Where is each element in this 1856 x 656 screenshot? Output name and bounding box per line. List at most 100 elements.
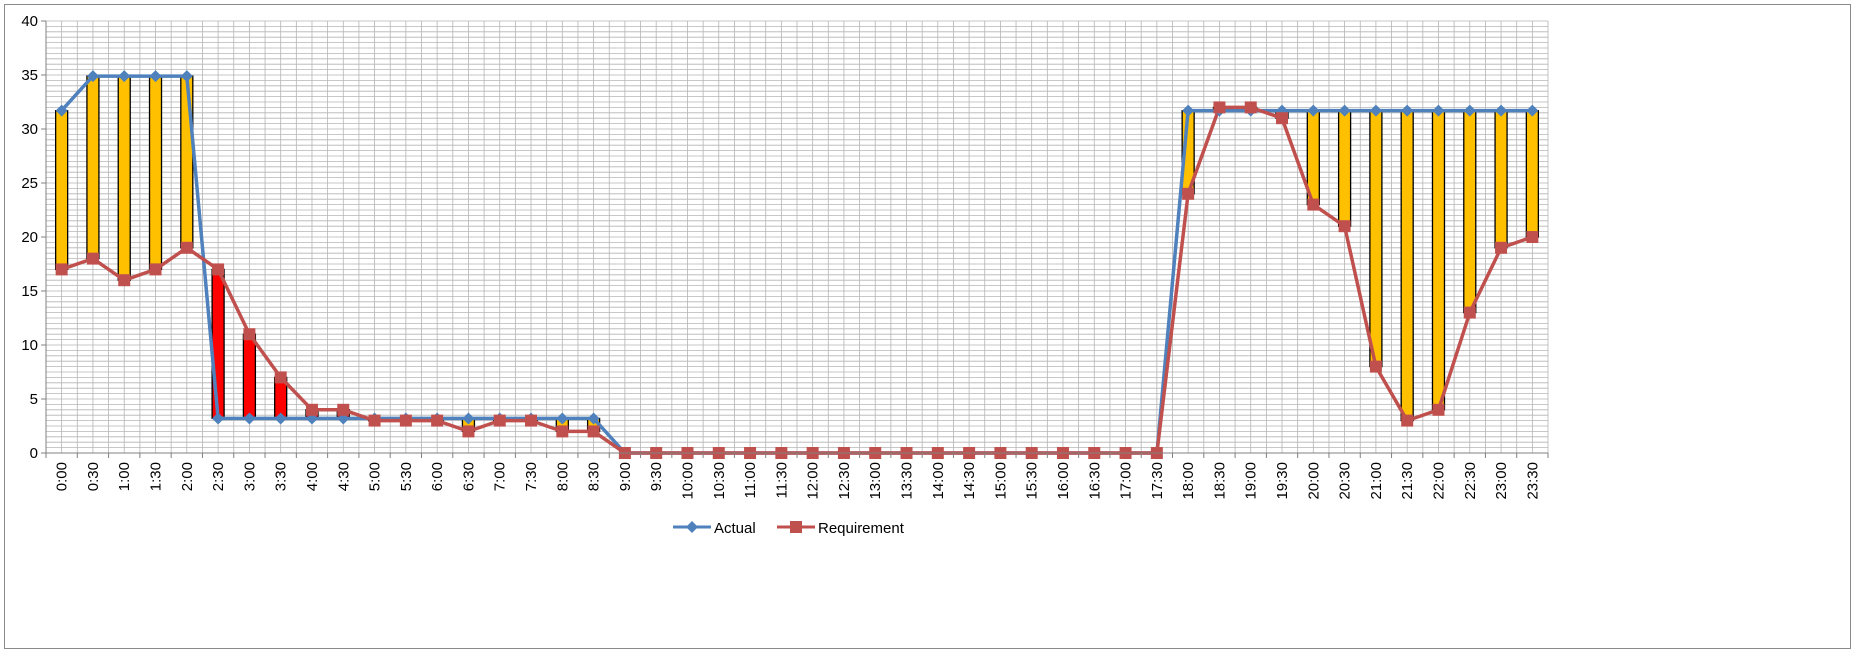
x-tick-label: 2:00 — [179, 462, 196, 491]
x-tick-label: 22:00 — [1430, 462, 1447, 500]
x-tick-label: 8:30 — [586, 462, 603, 491]
requirement-point — [1463, 306, 1476, 319]
legend: Actual Requirement — [673, 520, 905, 537]
requirement-point — [525, 414, 538, 427]
x-tick-label: 19:00 — [1243, 462, 1260, 500]
surplus-bar — [86, 75, 100, 260]
requirement-point — [212, 263, 225, 276]
x-tick-label: 18:30 — [1211, 462, 1228, 500]
y-tick-label: 20 — [21, 229, 38, 246]
x-tick-label: 15:00 — [992, 462, 1009, 500]
x-tick-label: 19:30 — [1274, 462, 1291, 500]
requirement-point — [1213, 101, 1226, 114]
actual-point — [1495, 104, 1508, 117]
y-tick-label: 30 — [21, 121, 38, 138]
actual-point — [1432, 104, 1445, 117]
actual-point — [1307, 104, 1320, 117]
x-tick-label: 2:30 — [210, 462, 227, 491]
requirement-point — [1526, 231, 1539, 243]
y-tick-label: 40 — [21, 13, 38, 30]
x-tick-label: 5:30 — [398, 462, 415, 491]
x-tick-label: 3:30 — [273, 462, 290, 491]
requirement-point — [1244, 101, 1257, 114]
requirement-point — [1401, 414, 1414, 427]
x-tick-label: 10:30 — [711, 462, 728, 500]
surplus-bar — [1431, 109, 1446, 411]
x-tick-label: 14:00 — [930, 462, 947, 500]
actual-point — [180, 70, 193, 83]
surplus-bar — [1463, 109, 1477, 314]
x-tick-label: 17:30 — [1149, 462, 1166, 500]
requirement-point — [1276, 112, 1289, 125]
x-tick-label: 12:30 — [836, 462, 853, 500]
y-tick-label: 0 — [30, 445, 38, 462]
surplus-bar — [1337, 109, 1352, 227]
x-tick-label: 6:00 — [429, 462, 446, 491]
actual-point — [1463, 104, 1476, 117]
x-tick-label: 9:30 — [648, 462, 665, 491]
x-tick-label: 8:00 — [554, 462, 571, 491]
x-tick-label: 13:00 — [867, 462, 884, 500]
x-tick-label: 0:00 — [54, 462, 71, 491]
surplus-bar — [54, 109, 69, 271]
requirement-point — [556, 425, 569, 438]
actual-point — [118, 70, 131, 83]
requirement-point — [1338, 220, 1351, 233]
actual-point — [1369, 104, 1382, 117]
requirement-point — [1495, 241, 1508, 254]
actual-point — [86, 70, 99, 83]
surplus-bar — [1494, 109, 1508, 249]
x-tick-label: 3:00 — [241, 462, 258, 491]
requirement-point — [587, 425, 600, 438]
requirement-point — [1369, 360, 1382, 373]
x-tick-label: 14:30 — [961, 462, 978, 500]
axes — [41, 20, 1549, 458]
actual-point — [462, 412, 475, 425]
requirement-point — [337, 403, 350, 416]
requirement-point — [180, 241, 193, 254]
legend-label-actual: Actual — [714, 520, 756, 537]
actual-point — [212, 412, 225, 425]
requirement-point — [1182, 187, 1195, 200]
x-tick-label: 7:00 — [492, 462, 509, 491]
x-tick-label: 11:30 — [773, 462, 790, 498]
x-tick-label: 13:30 — [899, 462, 916, 500]
x-tick-label: 1:00 — [116, 462, 133, 491]
y-tick-label: 10 — [21, 337, 38, 354]
x-tick-label: 11:00 — [742, 462, 759, 498]
actual-point — [1401, 104, 1414, 117]
surplus-bar — [117, 75, 131, 281]
x-tick-label: 7:30 — [523, 462, 540, 491]
requirement-point — [462, 425, 475, 438]
y-tick-label: 15 — [21, 283, 38, 300]
actual-point — [274, 412, 287, 425]
actual-point — [1182, 104, 1195, 117]
requirement-point — [368, 414, 381, 427]
y-tick-label: 5 — [30, 391, 38, 408]
x-tick-label: 17:00 — [1118, 462, 1135, 500]
x-tick-label: 4:00 — [304, 462, 321, 491]
surplus-bar — [1525, 109, 1540, 238]
x-tick-label: 10:00 — [679, 462, 696, 500]
deficit-bar — [211, 268, 225, 420]
actual-point — [587, 412, 600, 425]
x-tick-label: 18:00 — [1180, 462, 1197, 500]
requirement-point — [1432, 403, 1445, 416]
series-markers — [55, 70, 1539, 459]
x-tick-label: 16:30 — [1086, 462, 1103, 500]
legend-entry-requirement: Requirement — [777, 520, 905, 537]
requirement-point — [1307, 198, 1320, 211]
staffing-line-chart: 0 5 10 15 20 25 30 35 40 0:00 0:30 1:00 1:30 2:00 2:3… — [21, 13, 1549, 537]
x-tick-label: 1:30 — [148, 462, 165, 491]
y-tick-label: 35 — [21, 67, 38, 84]
actual-point — [1338, 104, 1351, 117]
requirement-point — [305, 403, 318, 416]
x-tick-label: 21:00 — [1368, 462, 1385, 500]
x-tick-label: 12:00 — [805, 462, 822, 500]
x-tick-label: 16:00 — [1055, 462, 1072, 500]
x-tick-label: 23:30 — [1524, 462, 1541, 500]
x-tick-label: 5:00 — [367, 462, 384, 491]
x-tick-label: 0:30 — [85, 462, 102, 491]
x-tick-label: 20:00 — [1305, 462, 1322, 500]
surplus-bar — [148, 75, 163, 271]
